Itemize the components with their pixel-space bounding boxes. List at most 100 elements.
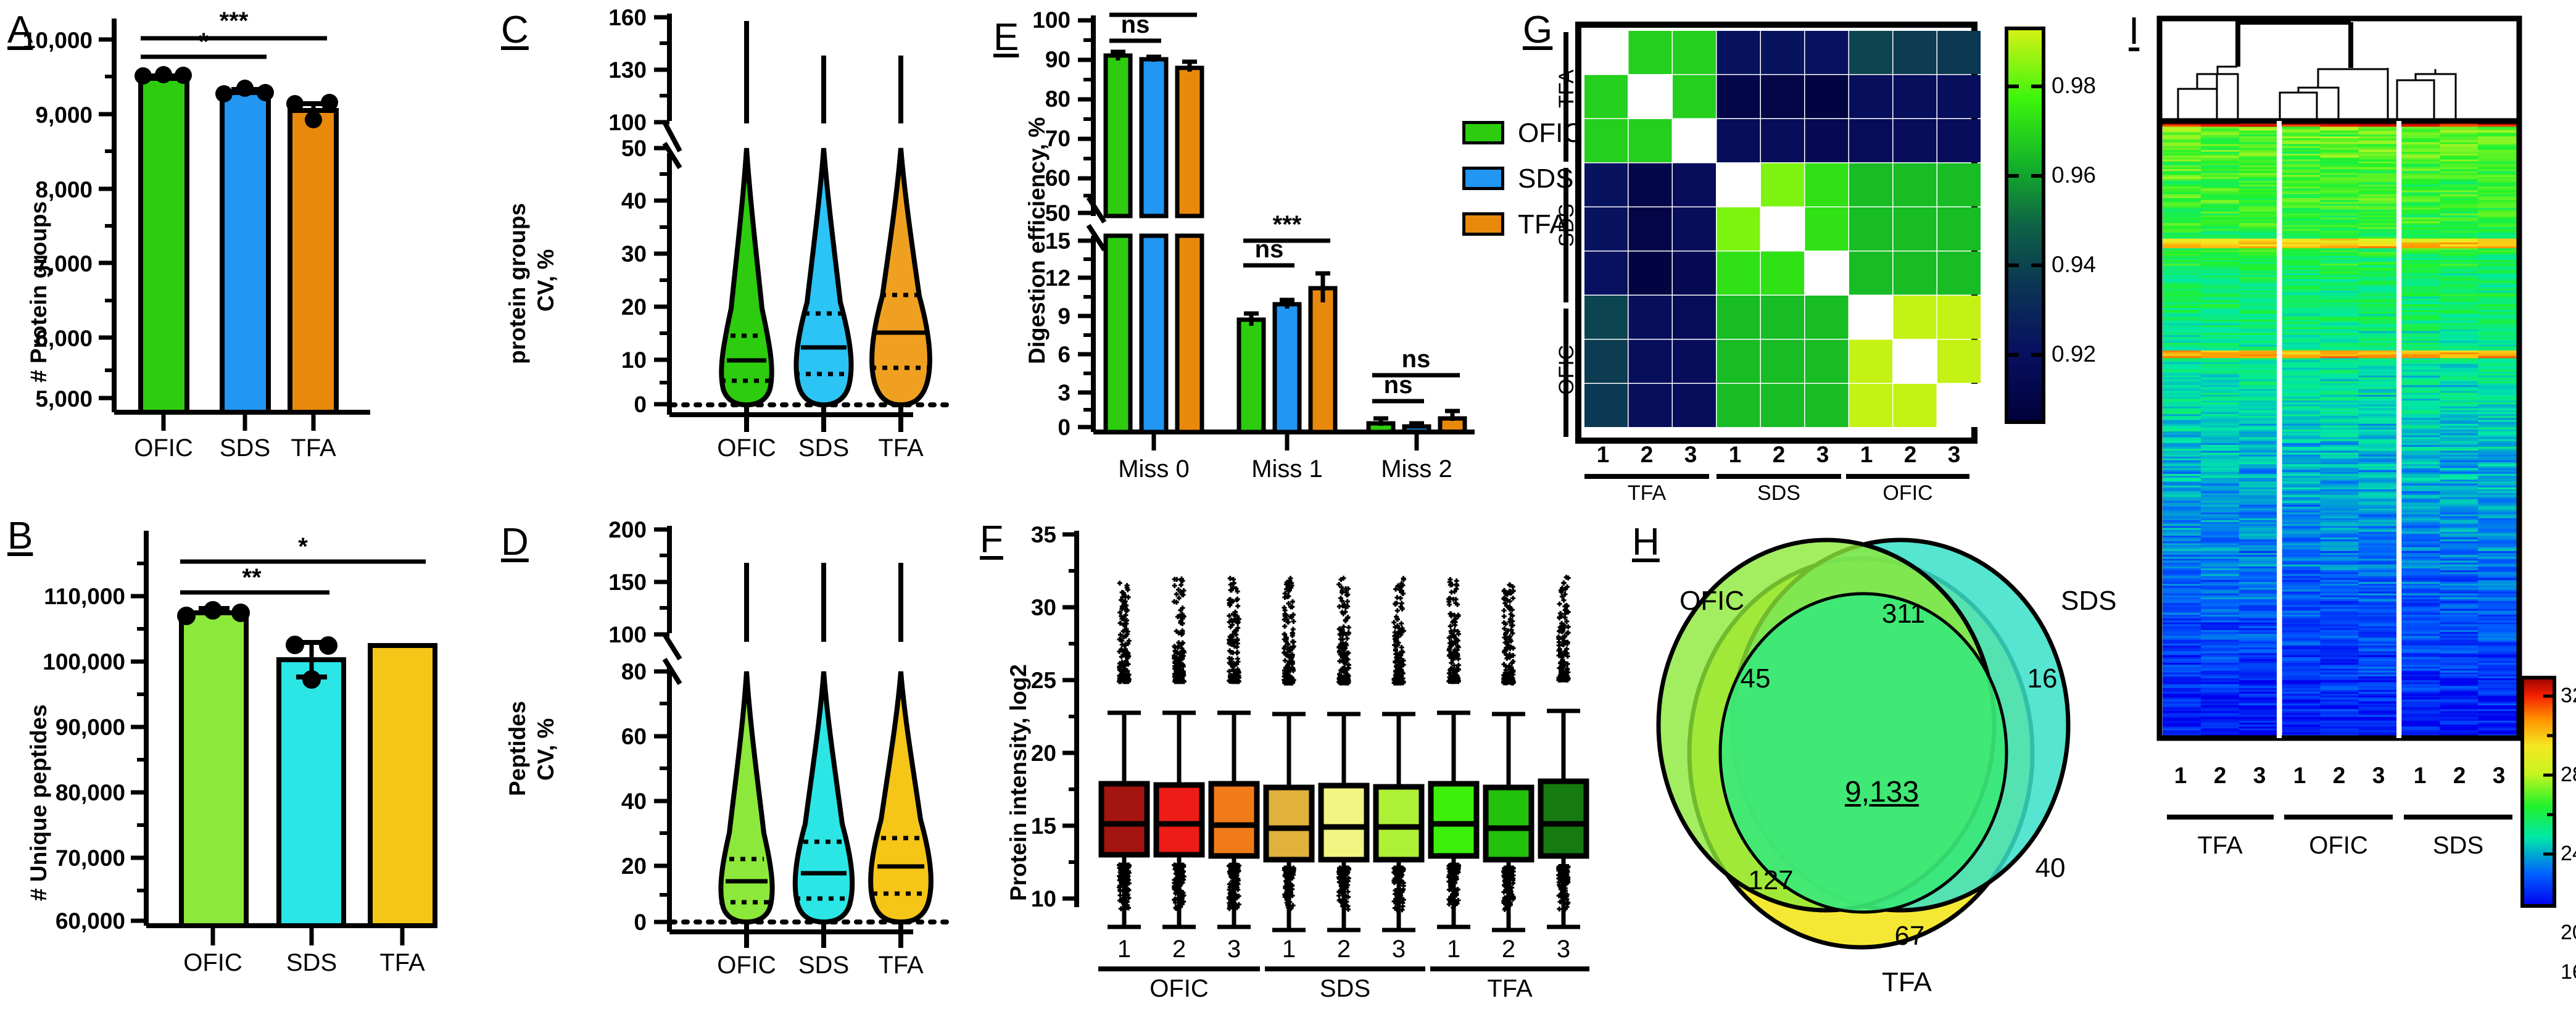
panel-g-cbar-tick-092: 0.92 bbox=[2052, 341, 2097, 367]
heatmap-row-cell bbox=[2238, 215, 2278, 218]
heatmap-row-cell bbox=[2358, 221, 2398, 224]
heatmap-row-cell bbox=[2282, 125, 2321, 128]
heatmap-cell bbox=[1717, 384, 1760, 427]
heatmap-row-cell bbox=[2478, 215, 2517, 218]
heatmap-row-cell bbox=[2320, 246, 2359, 249]
heatmap-row-cell bbox=[2401, 130, 2441, 133]
heatmap-row-cell bbox=[2478, 236, 2517, 239]
heatmap-row-cell bbox=[2200, 225, 2240, 228]
panel-d-ytick-60: 60 bbox=[621, 724, 647, 749]
heatmap-row-cell bbox=[2163, 207, 2201, 210]
heatmap-cell bbox=[1937, 207, 1981, 251]
panel-b-plot bbox=[131, 531, 437, 945]
heatmap-row-cell bbox=[2238, 244, 2278, 247]
heatmap-row-cell bbox=[2358, 176, 2398, 180]
panel-a-sig-ofic-sds: * bbox=[199, 28, 209, 56]
panel-g-col-2a: 2 bbox=[1640, 442, 1654, 467]
heatmap-row-cell bbox=[2200, 140, 2240, 143]
heatmap-row-cell bbox=[2163, 173, 2201, 176]
heatmap-row-cell bbox=[2200, 244, 2240, 247]
heatmap-row-cell bbox=[2282, 142, 2321, 145]
heatmap-row-cell bbox=[2440, 169, 2479, 172]
heatmap-row-cell bbox=[2320, 134, 2359, 137]
panel-d-ytick-upper-150: 150 bbox=[608, 570, 647, 595]
heatmap-row-cell bbox=[2320, 200, 2359, 203]
heatmap-row-cell bbox=[2320, 149, 2359, 152]
heatmap-row-cell bbox=[2478, 248, 2517, 251]
heatmap-row-cell bbox=[2238, 171, 2278, 174]
heatmap-row-cell bbox=[2440, 215, 2479, 218]
heatmap-row-cell bbox=[2478, 202, 2517, 205]
panel-c-ytick-50: 50 bbox=[621, 136, 647, 161]
heatmap-row-cell bbox=[2200, 188, 2240, 191]
heatmap-row-cell bbox=[2401, 231, 2441, 234]
heatmap-row-cell bbox=[2401, 235, 2441, 238]
heatmap-row-cell bbox=[2200, 127, 2240, 130]
heatmap-row-cell bbox=[2478, 138, 2517, 141]
heatmap-row-cell bbox=[2163, 200, 2201, 203]
panel-g-col-1a: 1 bbox=[1596, 442, 1610, 467]
panel-g-cbar-tick-096: 0.96 bbox=[2052, 162, 2097, 188]
heatmap-cell bbox=[1584, 296, 1628, 339]
heatmap-row-cell bbox=[2358, 190, 2398, 193]
heatmap-row-cell bbox=[2358, 147, 2398, 151]
heatmap-row-cell bbox=[2401, 152, 2441, 154]
panel-f-rep-9: 3 bbox=[1556, 936, 1571, 963]
heatmap-row-cell bbox=[2478, 255, 2517, 259]
heatmap-row-cell bbox=[2401, 138, 2441, 141]
heatmap-row-cell bbox=[2238, 209, 2278, 212]
heatmap-row-cell bbox=[2320, 186, 2359, 189]
heatmap-row-cell bbox=[2358, 125, 2398, 128]
heatmap-row-cell bbox=[2238, 186, 2278, 189]
heatmap-row-cell bbox=[2440, 206, 2479, 209]
panel-h-region-sds-only: 16 bbox=[2027, 663, 2058, 694]
heatmap-row-cell bbox=[2358, 146, 2398, 149]
heatmap-row-cell bbox=[2478, 194, 2517, 197]
heatmap-row-cell bbox=[2163, 254, 2201, 257]
heatmap-row-cell bbox=[2440, 207, 2479, 210]
heatmap-row-cell bbox=[2440, 147, 2479, 151]
heatmap-cell bbox=[1717, 163, 1760, 207]
heatmap-row-cell bbox=[2200, 211, 2240, 214]
heatmap-row-cell bbox=[2478, 186, 2517, 189]
panel-d-ytick-40: 40 bbox=[621, 789, 647, 814]
heatmap-row-cell bbox=[2358, 171, 2398, 174]
heatmap-row-cell bbox=[2358, 235, 2398, 238]
heatmap-row-cell bbox=[2401, 132, 2441, 135]
heatmap-row-cell bbox=[2401, 250, 2441, 253]
heatmap-row-cell bbox=[2282, 192, 2321, 195]
heatmap-row-cell bbox=[2401, 165, 2441, 168]
panel-e-ytick-70: 70 bbox=[1045, 126, 1071, 151]
heatmap-row-cell bbox=[2358, 127, 2398, 130]
heatmap-row-cell bbox=[2282, 132, 2321, 135]
heatmap-row-cell bbox=[2478, 144, 2517, 147]
heatmap-row-cell bbox=[2440, 209, 2479, 212]
heatmap-row-cell bbox=[2200, 204, 2240, 207]
panel-f-group-ofic: OFIC bbox=[1149, 975, 1209, 1002]
heatmap-row-cell bbox=[2440, 225, 2479, 228]
heatmap-row-cell bbox=[2320, 204, 2359, 207]
panel-e-label: E bbox=[993, 16, 1019, 59]
heatmap-row-cell bbox=[2238, 144, 2278, 147]
heatmap-row-cell bbox=[2238, 200, 2278, 203]
heatmap-row-cell bbox=[2200, 163, 2240, 166]
heatmap-row-cell bbox=[2478, 219, 2517, 222]
heatmap-row-cell bbox=[2163, 165, 2201, 168]
heatmap-row-cell bbox=[2401, 214, 2441, 216]
heatmap-cell bbox=[1893, 119, 1937, 162]
heatmap-row-cell bbox=[2163, 196, 2201, 199]
heatmap-row-cell bbox=[2401, 240, 2441, 243]
heatmap-row-cell bbox=[2200, 175, 2240, 178]
heatmap-row-cell bbox=[2478, 242, 2517, 245]
heatmap-row-cell bbox=[2200, 242, 2240, 245]
heatmap-cell bbox=[1584, 75, 1628, 118]
heatmap-row-cell bbox=[2320, 146, 2359, 149]
heatmap-row-cell bbox=[2200, 171, 2240, 174]
heatmap-row-cell bbox=[2401, 238, 2441, 241]
heatmap-row-cell bbox=[2358, 217, 2398, 220]
heatmap-row-cell bbox=[2358, 231, 2398, 234]
heatmap-row-cell bbox=[2401, 123, 2441, 126]
heatmap-row-cell bbox=[2440, 140, 2479, 143]
heatmap-row-cell bbox=[2440, 223, 2479, 226]
heatmap-row-cell bbox=[2282, 238, 2321, 241]
